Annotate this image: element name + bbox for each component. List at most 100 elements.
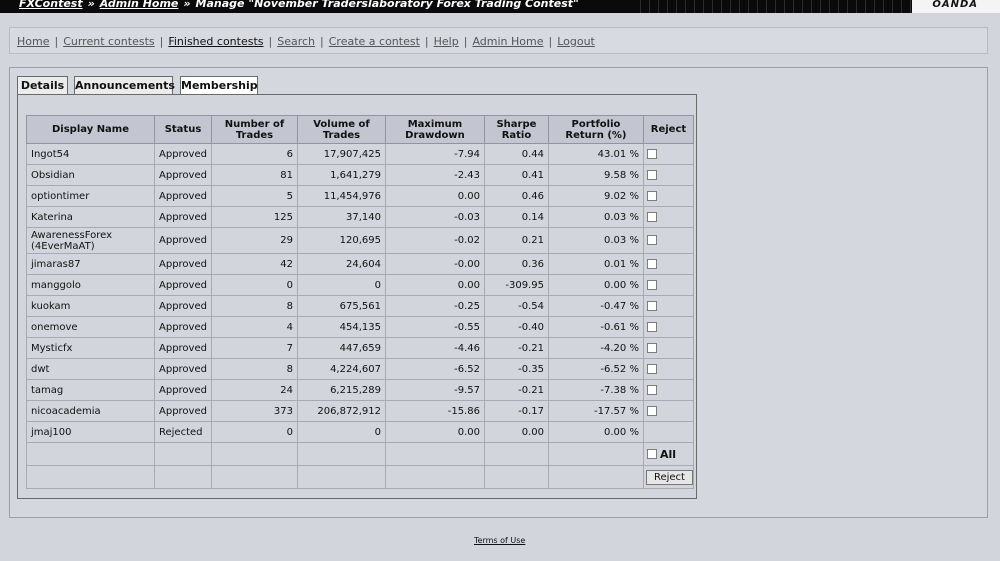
cell-sharpe: 0.41 <box>483 164 549 186</box>
table-row: manggolo Approved 0 0 0.00 -309.95 0.00 % <box>26 274 694 296</box>
breadcrumb-fxcontest-link[interactable]: FXContest <box>19 0 83 10</box>
cell-trades: 373 <box>210 400 298 422</box>
cell-reject <box>642 274 694 296</box>
select-all-checkbox[interactable] <box>646 449 657 459</box>
cell-drawdown: -0.55 <box>384 316 485 338</box>
tab-membership[interactable]: Membership <box>180 76 258 97</box>
cell-sharpe: 0.21 <box>483 227 549 254</box>
cell-reject <box>642 227 694 254</box>
cell-name: jimaras87 <box>26 253 155 275</box>
cell-status: Approved <box>154 227 212 254</box>
nav-link-help[interactable]: Help <box>433 35 459 48</box>
cell-volume: 206,872,912 <box>296 400 386 422</box>
table-row: tamag Approved 24 6,215,289 -9.57 -0.21 -7.38 … <box>26 379 694 401</box>
reject-checkbox[interactable] <box>646 169 657 180</box>
cell-trades: 81 <box>210 164 298 186</box>
table-row: nicoacademia Approved 373 206,872,912 -15.86… <box>26 400 694 422</box>
display-name-line: (4EverMaAT) <box>31 240 95 252</box>
cell-return: 9.58 % <box>547 164 644 186</box>
cell-sharpe: -0.17 <box>483 400 549 422</box>
reject-checkbox[interactable] <box>646 321 657 332</box>
table-row: jmaj100 Rejected 0 0 0.00 0.00 0.00 % <box>26 421 694 443</box>
reject-button[interactable]: Reject <box>645 469 693 485</box>
cell-return: -4.20 % <box>547 337 644 359</box>
nav-link-admin-home[interactable]: Admin Home <box>472 35 544 48</box>
nav-separator: | <box>463 35 468 48</box>
cell-volume: 454,135 <box>296 316 386 338</box>
cell-return: -0.47 % <box>547 295 644 317</box>
nav-link-logout[interactable]: Logout <box>557 35 595 48</box>
cell-status: Approved <box>154 164 212 186</box>
nav-link-home[interactable]: Home <box>17 35 50 48</box>
tab-details[interactable]: Details <box>17 76 68 95</box>
cell-reject <box>642 400 694 422</box>
display-name-line: AwarenessForex <box>31 229 112 241</box>
reject-checkbox[interactable] <box>646 405 657 416</box>
table-row: kuokam Approved 8 675,561 -0.25 -0.54 -0.47 % <box>26 295 694 317</box>
reject-checkbox[interactable] <box>646 279 657 290</box>
reject-checkbox[interactable] <box>646 384 657 395</box>
cell-reject <box>642 253 694 275</box>
breadcrumb-admin-home-link[interactable]: Admin Home <box>99 0 179 10</box>
column-header-maximum-drawdown[interactable]: Maximum Drawdown <box>384 115 485 144</box>
cell-name: nicoacademia <box>26 400 155 422</box>
cell-trades: 7 <box>210 337 298 359</box>
action-row: Reject <box>26 465 694 489</box>
cell-trades: 4 <box>210 316 298 338</box>
column-header-number-of-trades[interactable]: Number of Trades <box>210 115 298 144</box>
cell-trades: 24 <box>210 379 298 401</box>
cell-return: -6.52 % <box>547 358 644 380</box>
column-header-status[interactable]: Status <box>154 115 212 144</box>
nav-link-current-contests[interactable]: Current contests <box>63 35 155 48</box>
cell-return: 43.01 % <box>547 143 644 165</box>
reject-checkbox[interactable] <box>646 363 657 374</box>
column-header-volume-of-trades[interactable]: Volume of Trades <box>296 115 386 144</box>
terms-of-use-link[interactable]: Terms of Use <box>474 536 526 545</box>
cell-drawdown: -9.57 <box>384 379 485 401</box>
cell-sharpe: -0.35 <box>483 358 549 380</box>
cell-drawdown: 0.00 <box>384 421 485 443</box>
cell-return: 0.03 % <box>547 206 644 228</box>
nav-separator: | <box>548 35 553 48</box>
cell-drawdown: 0.00 <box>384 185 485 207</box>
cell-return: 0.01 % <box>547 253 644 275</box>
reject-checkbox[interactable] <box>646 342 657 353</box>
table-header-row: Display Name Status Number of Trades Vol… <box>26 115 694 144</box>
nav-link-create-a-contest[interactable]: Create a contest <box>328 35 420 48</box>
cell-status: Approved <box>154 143 212 165</box>
reject-checkbox[interactable] <box>646 211 657 222</box>
cell-trades: 125 <box>210 206 298 228</box>
column-header-display-name[interactable]: Display Name <box>26 115 155 144</box>
cell-volume: 24,604 <box>296 253 386 275</box>
nav-link-finished-contests[interactable]: Finished contests <box>168 35 264 48</box>
cell-volume: 0 <box>296 421 386 443</box>
cell-trades: 42 <box>210 253 298 275</box>
cell-status: Approved <box>154 274 212 296</box>
column-header-sharpe-ratio[interactable]: Sharpe Ratio <box>483 115 549 144</box>
reject-checkbox[interactable] <box>646 190 657 201</box>
nav-separator: | <box>268 35 273 48</box>
reject-checkbox[interactable] <box>646 258 657 269</box>
table-row: AwarenessForex (4EverMaAT) Approved 29 120,6… <box>26 227 694 254</box>
cell-return: 9.02 % <box>547 185 644 207</box>
select-all-label: All <box>659 447 677 461</box>
cell-drawdown: 0.00 <box>384 274 485 296</box>
column-header-portfolio-return[interactable]: Portfolio Return (%) <box>547 115 644 144</box>
breadcrumb-separator: » <box>183 0 191 10</box>
cell-status: Rejected <box>154 421 212 443</box>
cell-volume: 37,140 <box>296 206 386 228</box>
reject-checkbox[interactable] <box>646 300 657 311</box>
cell-reject <box>642 379 694 401</box>
nav-separator: | <box>159 35 164 48</box>
cell-status: Approved <box>154 253 212 275</box>
nav-separator: | <box>424 35 429 48</box>
reject-checkbox[interactable] <box>646 148 657 159</box>
cell-sharpe: 0.36 <box>483 253 549 275</box>
column-header-reject: Reject <box>642 115 694 144</box>
nav-link-search[interactable]: Search <box>277 35 316 48</box>
cell-return: 0.00 % <box>547 274 644 296</box>
cell-sharpe: -0.54 <box>483 295 549 317</box>
reject-checkbox[interactable] <box>646 235 657 245</box>
tab-announcements[interactable]: Announcements <box>74 76 175 95</box>
cell-drawdown: -0.25 <box>384 295 485 317</box>
